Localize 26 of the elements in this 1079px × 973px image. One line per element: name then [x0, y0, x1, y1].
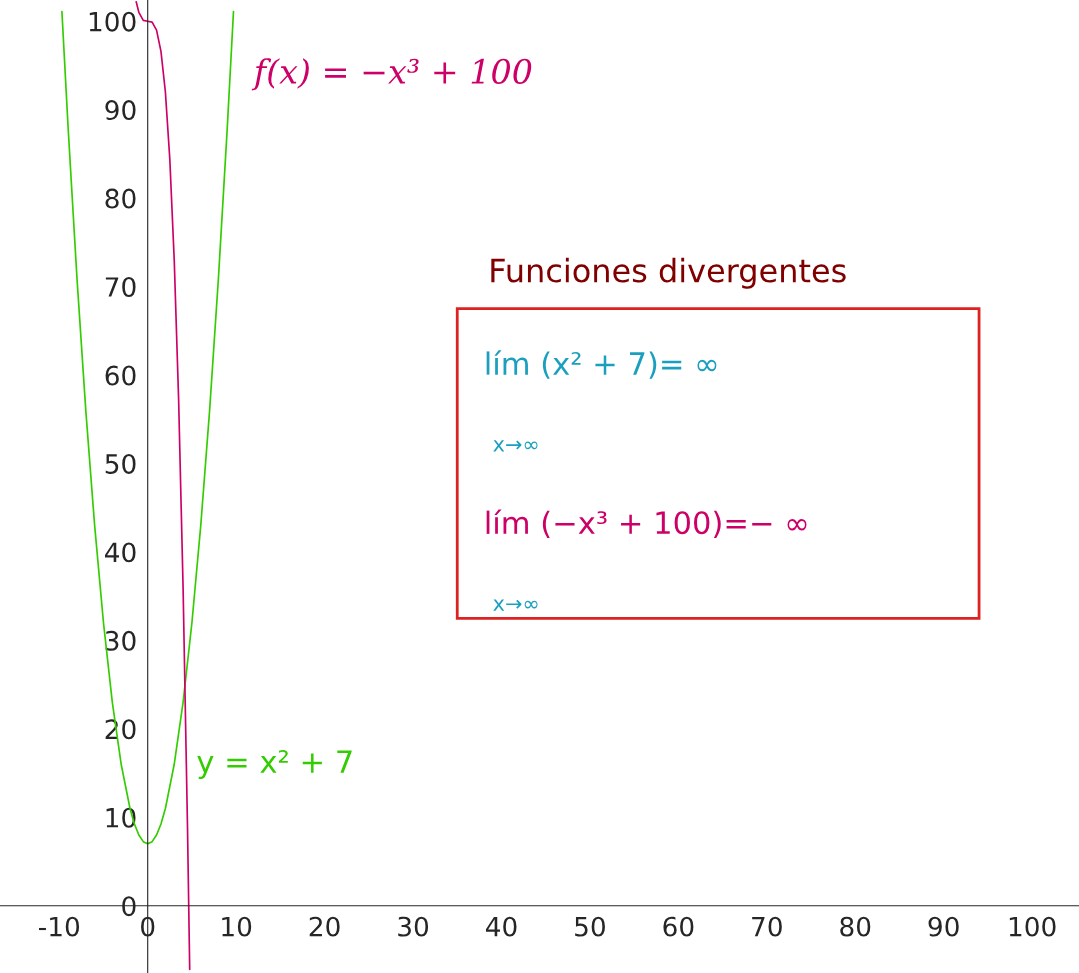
text: f(x) = −x³ + 100: [251, 58, 532, 91]
y-tick-label: 50: [105, 453, 136, 474]
x-tick-label: 20: [309, 916, 340, 937]
x-tick-label: 70: [752, 916, 782, 937]
x-tick-label: 10: [222, 916, 252, 937]
y-tick-label: 70: [105, 277, 136, 297]
annotation: lím (x² + 7)= ∞: [486, 350, 717, 379]
line-series: [135, 0, 191, 971]
y-tick-label: 80: [105, 188, 136, 209]
x-tick-label: 100: [1009, 916, 1056, 937]
series-label: y = x² + 7: [197, 750, 352, 780]
x-tick-label: 80: [840, 916, 871, 937]
y-tick-label: 40: [104, 542, 136, 563]
x-tick-label: 30: [398, 916, 429, 937]
y-tick-label: 100: [89, 11, 136, 32]
x-tick-label: 90: [928, 916, 959, 937]
x-tick-label: 40: [485, 916, 517, 937]
annotation: x→∞: [493, 440, 538, 452]
x-tick-label: -10: [39, 916, 80, 937]
annotation: x→∞: [493, 599, 538, 611]
x-tick-label: 60: [663, 916, 694, 937]
x-tick-label: 50: [575, 916, 605, 937]
y-tick-label: 90: [105, 100, 136, 121]
y-tick-label: 60: [105, 365, 136, 386]
text: Funciones divergentes: [491, 257, 846, 289]
annotation: lím (−x³ + 100)=− ∞: [486, 509, 807, 538]
